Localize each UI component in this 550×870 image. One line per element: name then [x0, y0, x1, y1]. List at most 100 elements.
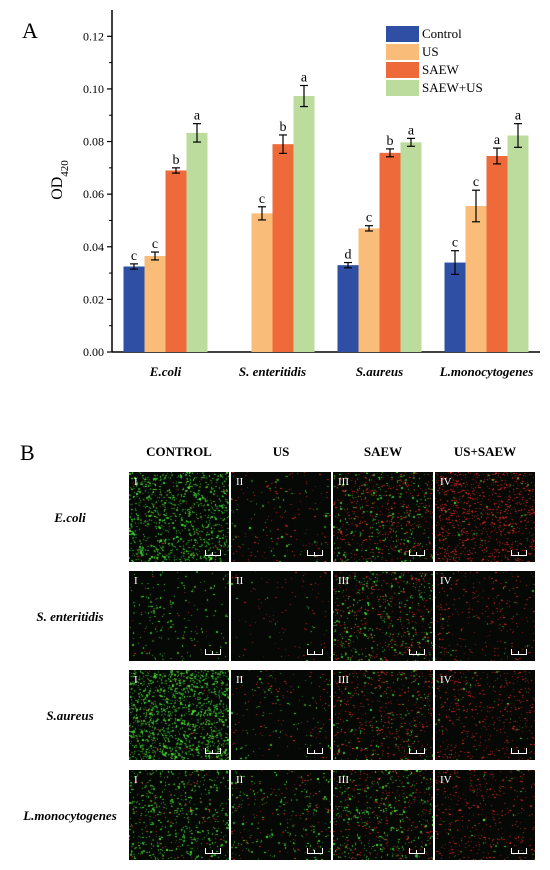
panel-b-letter: B — [20, 440, 35, 465]
scale-bar — [307, 748, 323, 754]
micrograph-image — [231, 670, 331, 760]
scale-bar — [511, 649, 527, 655]
micrograph-image — [231, 770, 331, 860]
micrograph-image — [333, 770, 433, 860]
legend-label: SAEW+US — [422, 80, 483, 95]
tile-numeral: III — [338, 774, 349, 786]
y-tick-label: 0.06 — [83, 187, 104, 201]
micrograph-image — [435, 571, 535, 661]
bar — [293, 96, 315, 352]
significance-letter: b — [387, 134, 394, 149]
significance-letter: c — [152, 237, 158, 252]
x-tick-label: S. enteritidis — [239, 364, 306, 379]
tile-numeral: II — [236, 476, 244, 488]
significance-letter: c — [131, 249, 137, 264]
tile-numeral: I — [134, 774, 138, 786]
scale-bar — [307, 649, 323, 655]
micrograph-image — [333, 571, 433, 661]
row-label: S.aureus — [46, 708, 94, 723]
scale-bar — [205, 550, 221, 556]
legend-swatch — [386, 80, 419, 96]
significance-letter: c — [259, 192, 265, 207]
significance-letter: c — [473, 175, 479, 190]
bar — [507, 135, 529, 352]
micrograph-tile: II — [231, 472, 331, 562]
tile-numeral: I — [134, 674, 138, 686]
tile-numeral: III — [338, 476, 349, 488]
micrograph-image — [435, 770, 535, 860]
micrograph-image — [231, 472, 331, 562]
scale-bar — [205, 848, 221, 854]
significance-letter: c — [366, 211, 372, 226]
bar — [251, 213, 273, 352]
tile-numeral: IV — [440, 674, 452, 686]
row-label: E.coli — [54, 510, 86, 525]
y-axis-label: OD420 — [49, 160, 71, 200]
y-tick-label: 0.10 — [83, 82, 104, 96]
micrograph-image — [129, 571, 229, 661]
significance-letter: a — [408, 123, 415, 138]
micrograph-image — [129, 770, 229, 860]
tile-numeral: III — [338, 674, 349, 686]
bar — [272, 144, 294, 352]
scale-bar — [511, 848, 527, 854]
micrograph-tile: I — [129, 472, 229, 562]
scale-bar — [409, 748, 425, 754]
tile-numeral: III — [338, 575, 349, 587]
x-axis: E.coli S. enteritidis S.aureus L.monocytoge… — [149, 364, 533, 379]
x-tick-label: E.coli — [149, 364, 182, 379]
bar — [123, 266, 145, 352]
scale-bar — [409, 848, 425, 854]
legend-label: SAEW — [422, 62, 460, 77]
micrograph-tile: I — [129, 571, 229, 661]
tile-numeral: II — [236, 575, 244, 587]
column-header: US — [272, 444, 290, 459]
y-axis: 0.00 0.02 0.04 0.06 0.08 0.10 0.12 — [83, 10, 540, 359]
micrograph-tile: I — [129, 770, 229, 860]
micrograph-tile: IV — [435, 571, 535, 661]
micrograph-tile: III — [333, 472, 433, 562]
bar — [165, 170, 187, 352]
tile-numeral: I — [134, 476, 138, 488]
scale-bar — [307, 848, 323, 854]
bar — [186, 132, 208, 352]
scale-bar — [511, 550, 527, 556]
significance-letter: c — [452, 236, 458, 251]
y-tick-label: 0.12 — [83, 29, 104, 43]
scale-bar — [409, 649, 425, 655]
micrograph-image — [129, 670, 229, 760]
bar — [144, 255, 166, 352]
tile-numeral: I — [134, 575, 138, 587]
column-header: SAEW — [363, 444, 403, 459]
bar — [400, 142, 422, 352]
legend-swatch — [386, 26, 419, 42]
legend-swatch — [386, 62, 419, 78]
bar — [444, 262, 466, 352]
column-header: CONTROL — [146, 444, 212, 459]
scale-bar — [205, 748, 221, 754]
micrograph-image — [231, 571, 331, 661]
legend: Control US SAEW SAEW+US — [386, 26, 483, 96]
scale-bar — [409, 550, 425, 556]
significance-letter: a — [301, 71, 308, 86]
row-label: S. enteritidis — [36, 609, 104, 624]
significance-letter: d — [345, 248, 352, 263]
tile-numeral: II — [236, 774, 244, 786]
y-tick-label: 0.00 — [83, 345, 104, 359]
micrograph-tile: IV — [435, 670, 535, 760]
bar — [465, 205, 487, 352]
micrograph-tile: III — [333, 770, 433, 860]
micrograph-image — [435, 670, 535, 760]
micrograph-image — [129, 472, 229, 562]
bar-chart: A 0.000.020.040.060.080.100.12 ccbacbadc… — [22, 10, 540, 379]
scale-bar — [205, 649, 221, 655]
significance-letter: b — [173, 153, 180, 168]
tile-numeral: IV — [440, 476, 452, 488]
scale-bar — [511, 748, 527, 754]
micrograph-tile: IV — [435, 770, 535, 860]
column-header: US+SAEW — [453, 444, 517, 459]
micrograph-tile: III — [333, 571, 433, 661]
y-tick-label: 0.04 — [83, 240, 104, 254]
